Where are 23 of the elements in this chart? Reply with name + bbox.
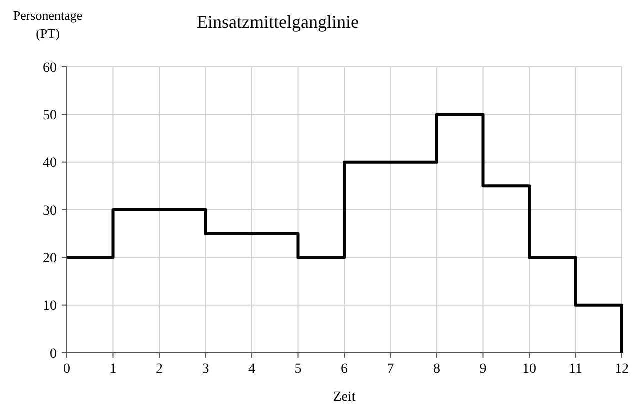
- y-tick-label: 60: [43, 60, 57, 76]
- x-axis-title: Zeit: [333, 390, 356, 405]
- y-tick-label: 10: [43, 299, 57, 314]
- x-tick-label: 6: [341, 362, 348, 377]
- x-tick-label: 7: [387, 362, 394, 377]
- x-tick-label: 1: [110, 362, 117, 377]
- x-tick-label: 0: [64, 362, 70, 377]
- x-tick-label: 5: [294, 362, 302, 377]
- y-tick-label: 20: [43, 252, 57, 267]
- y-tick-label: 0: [50, 346, 57, 362]
- y-tick-label: 30: [43, 204, 57, 219]
- x-tick-label: 11: [569, 362, 582, 377]
- x-tick-label: 10: [522, 362, 536, 377]
- x-tick-label: 3: [202, 362, 210, 377]
- x-tick-label: 8: [434, 362, 440, 377]
- y-axis-title: Personentage (PT): [13, 8, 83, 41]
- x-tick-label: 9: [480, 362, 487, 377]
- chart-title: Einsatzmittelganglinie: [197, 12, 359, 32]
- x-tick-label: 2: [156, 362, 163, 377]
- x-tick-label: 12: [615, 362, 629, 377]
- x-tick-label: 4: [248, 362, 256, 377]
- y-tick-label: 40: [43, 156, 57, 172]
- y-tick-label: 50: [43, 108, 57, 124]
